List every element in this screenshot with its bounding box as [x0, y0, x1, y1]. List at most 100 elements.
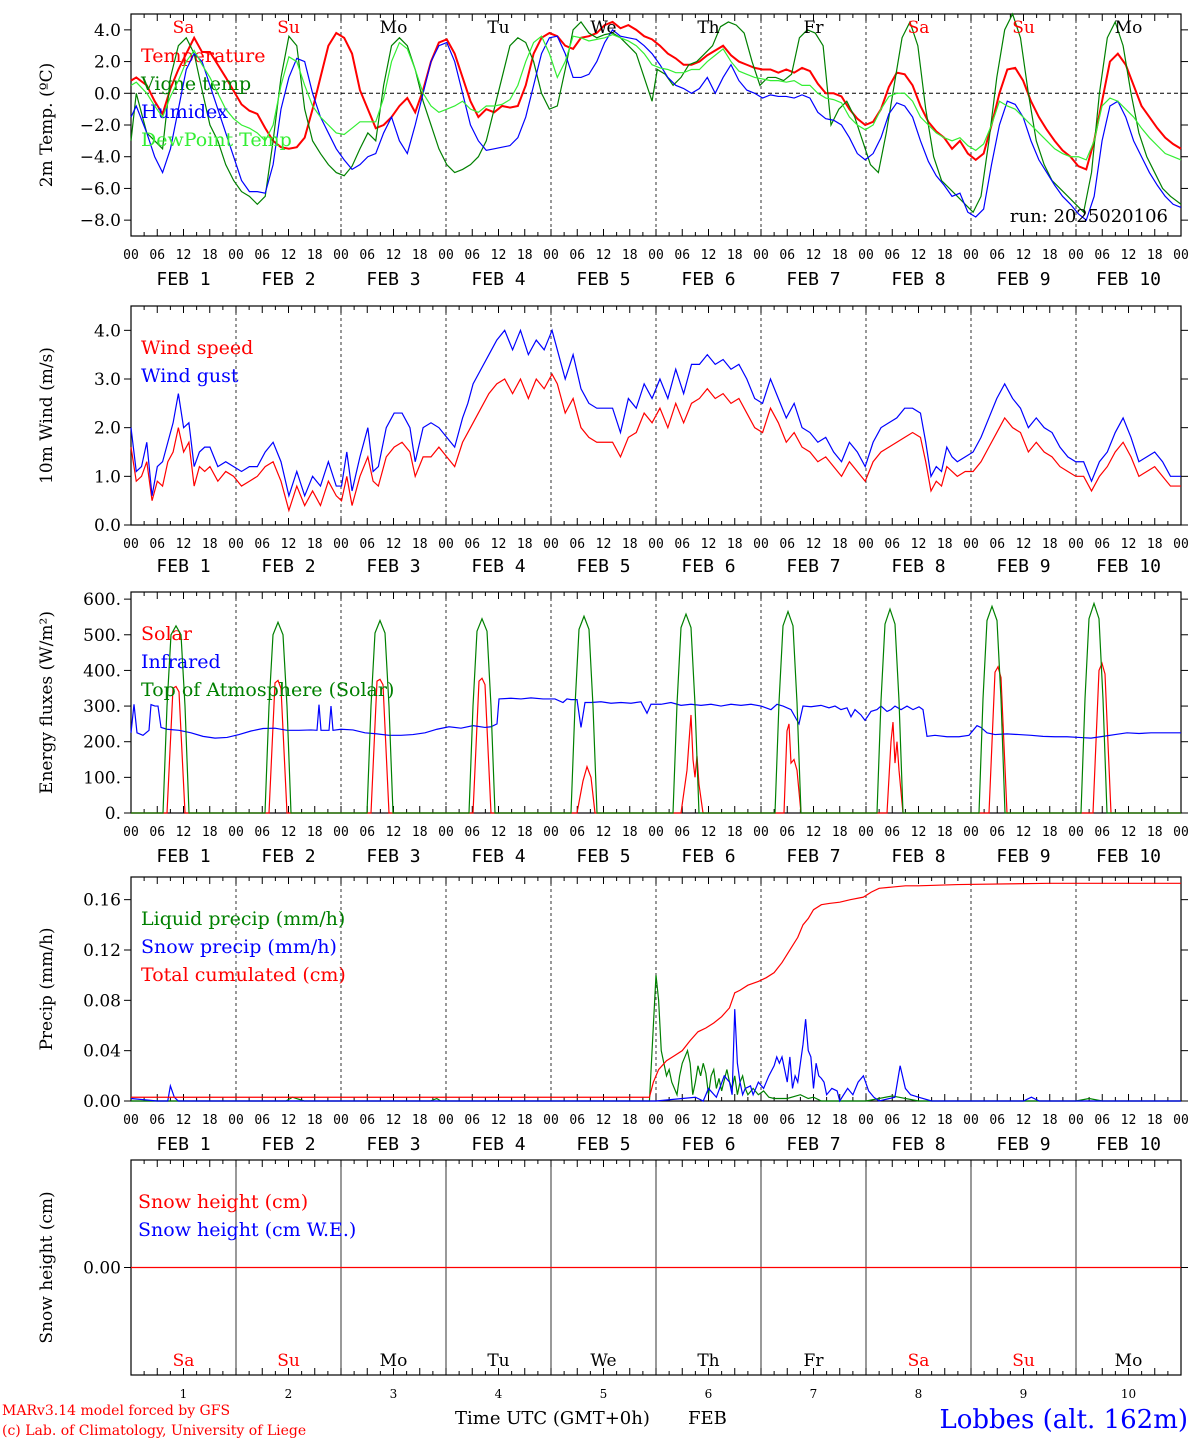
legend-entry: DewPoint Temp [141, 129, 292, 151]
hour-label: 06 [1094, 825, 1110, 840]
y-tick-label: −8.0 [80, 211, 121, 231]
hour-label: 00 [963, 537, 979, 552]
hour-label: 12 [386, 248, 402, 263]
hour-label: 00 [1173, 248, 1189, 263]
hour-label: 12 [1016, 537, 1032, 552]
hour-label: 06 [359, 248, 375, 263]
y-axis-label: 2m Temp. (ºC) [37, 63, 57, 188]
series-vigne-temp [130, 12, 1182, 214]
date-label: FEB 8 [891, 1134, 945, 1155]
legend-entry: Solar [141, 623, 193, 645]
series-temperature [130, 20, 1182, 171]
y-tick-label: 500. [83, 626, 121, 646]
date-label: FEB 8 [891, 846, 945, 867]
hour-label: 12 [176, 1113, 192, 1128]
panel-snow: 0.00 Snow height (cm) Snow height (cm) Snow… [37, 1159, 1188, 1401]
hour-label: 00 [858, 1113, 874, 1128]
y-tick-label: 300. [83, 697, 121, 717]
hour-label: 06 [884, 537, 900, 552]
day-number: 4 [495, 1387, 503, 1401]
y-tick-label: 0.08 [83, 991, 121, 1011]
hour-label: 12 [281, 248, 297, 263]
hour-label: 18 [202, 825, 218, 840]
plot-frame [130, 305, 1182, 526]
hour-label: 00 [123, 537, 139, 552]
y-tick-label: 2.0 [94, 419, 121, 439]
day-name: We [590, 1351, 616, 1371]
hour-label: 12 [386, 825, 402, 840]
day-number: 1 [180, 1387, 188, 1401]
hour-label: 06 [464, 1113, 480, 1128]
hour-label: 12 [386, 1113, 402, 1128]
series-infrared [130, 697, 1181, 739]
hour-label: 18 [622, 1113, 638, 1128]
hour-label: 18 [1042, 1113, 1058, 1128]
hour-label: 12 [911, 825, 927, 840]
date-label: FEB 10 [1096, 846, 1161, 867]
hour-label: 06 [674, 825, 690, 840]
hour-label: 12 [596, 248, 612, 263]
hour-label: 06 [1094, 248, 1110, 263]
hour-label: 06 [464, 248, 480, 263]
hour-label: 00 [438, 248, 454, 263]
legend-entry: Total cumulated (cm) [141, 964, 346, 986]
hour-label: 06 [569, 248, 585, 263]
hour-label: 18 [517, 248, 533, 263]
hour-label: 06 [989, 537, 1005, 552]
panel-precip: 0.00 0.04 0.08 0.12 0.16 Precip (mm/h) Liquid … [37, 876, 1189, 1155]
legend-entry: Snow precip (mm/h) [141, 936, 337, 958]
hour-label: 06 [779, 825, 795, 840]
day-number: 2 [285, 1387, 293, 1401]
legend-entry: Infrared [141, 651, 221, 673]
y-axis-label: Snow height (cm) [37, 1191, 57, 1343]
day-name: Fr [804, 18, 825, 38]
series-liquid-precip-mm-h- [131, 975, 1181, 1102]
y-tick-label: 1.0 [94, 467, 121, 487]
hour-label: 06 [464, 825, 480, 840]
hour-label: 00 [123, 248, 139, 263]
hour-label: 18 [517, 537, 533, 552]
hour-label: 18 [202, 537, 218, 552]
hour-label: 06 [149, 248, 165, 263]
hour-label: 18 [412, 248, 428, 263]
y-tick-label: 0. [105, 804, 121, 824]
day-name: Sa [908, 18, 930, 38]
date-label: FEB 2 [261, 846, 315, 867]
hour-label: 12 [806, 1113, 822, 1128]
date-label: FEB 9 [996, 269, 1050, 290]
hour-label: 00 [438, 537, 454, 552]
date-label: FEB 5 [576, 269, 630, 290]
hour-label: 06 [779, 537, 795, 552]
hour-label: 00 [1173, 537, 1189, 552]
y-tick-label: 0.00 [83, 1259, 121, 1279]
hour-label: 00 [333, 825, 349, 840]
day-name: Fr [804, 1351, 825, 1371]
series-solar [131, 661, 1181, 814]
hour-label: 12 [386, 537, 402, 552]
y-tick-label: 0.16 [83, 891, 121, 911]
date-label: FEB 1 [156, 1134, 210, 1155]
hour-label: 06 [884, 1113, 900, 1128]
y-tick-label: 2.0 [94, 53, 121, 73]
date-label: FEB 7 [786, 1134, 840, 1155]
series-wind-speed [130, 372, 1181, 513]
hour-label: 00 [648, 1113, 664, 1128]
day-number: 5 [600, 1387, 608, 1401]
date-label: FEB 9 [996, 1134, 1050, 1155]
hour-label: 00 [123, 825, 139, 840]
hour-label: 06 [884, 825, 900, 840]
day-name: Su [1012, 18, 1035, 38]
hour-label: 00 [543, 1113, 559, 1128]
y-tick-label: 3.0 [94, 370, 121, 390]
hour-label: 00 [648, 248, 664, 263]
date-label: FEB 5 [576, 1134, 630, 1155]
hour-label: 00 [543, 825, 559, 840]
legend-entry: Wind speed [141, 337, 253, 359]
hour-label: 00 [333, 537, 349, 552]
hour-label: 00 [1173, 825, 1189, 840]
hour-label: 06 [464, 537, 480, 552]
hour-label: 18 [307, 537, 323, 552]
hour-label: 00 [648, 537, 664, 552]
day-number: 9 [1020, 1387, 1028, 1401]
series-dewpoint-temp [130, 33, 1182, 161]
